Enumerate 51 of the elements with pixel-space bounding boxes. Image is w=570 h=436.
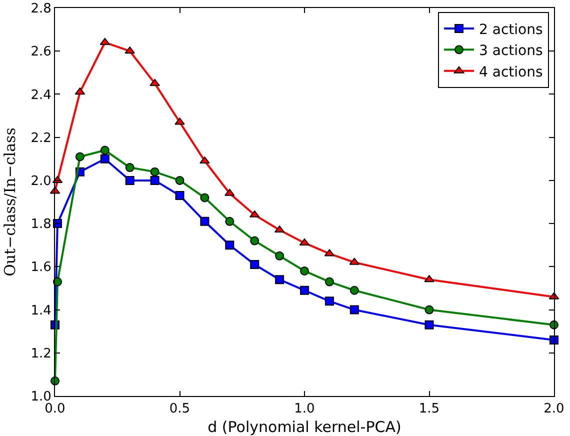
y-tick-label: 2.0	[30, 174, 52, 189]
y-tick-label: 2.6	[30, 44, 52, 60]
point	[175, 176, 184, 185]
point	[350, 305, 359, 314]
point	[224, 188, 235, 196]
point	[200, 156, 210, 164]
point	[350, 286, 359, 295]
point	[100, 146, 110, 155]
point	[75, 152, 84, 162]
point	[550, 335, 558, 344]
x-tick-label: 0.0	[44, 402, 66, 417]
point	[275, 275, 284, 284]
point	[150, 176, 160, 185]
y-tick-label: 2.8	[30, 2, 52, 17]
y-tick-label: 1.8	[30, 217, 52, 232]
y-tick-label: 2.2	[30, 130, 52, 146]
point	[424, 305, 434, 314]
point	[125, 163, 134, 172]
point	[225, 240, 234, 250]
legend-label: 4 actions	[479, 64, 543, 80]
y-axis-title: Out−class/In−class	[1, 128, 19, 276]
point	[225, 216, 234, 226]
x-tick-label: 0.5	[169, 402, 190, 417]
y-tick-label: 1.2	[30, 346, 52, 362]
y-tick-label: 2.4	[30, 88, 52, 103]
x-axis-title: d (Polynomial kernel-PCA)	[208, 418, 402, 436]
x-tick-label: 1.5	[418, 402, 440, 417]
point	[424, 275, 434, 282]
point	[124, 46, 135, 54]
point	[300, 266, 309, 276]
point	[250, 236, 260, 246]
point	[275, 251, 284, 260]
point	[200, 216, 210, 226]
point	[174, 118, 185, 125]
point	[150, 167, 160, 176]
point	[200, 193, 210, 202]
point	[150, 78, 160, 86]
y-tick-label: 1.6	[30, 260, 52, 276]
point	[125, 176, 134, 185]
point	[424, 320, 434, 330]
point	[175, 191, 184, 200]
point	[250, 260, 260, 270]
legend-label: 2 actions	[479, 22, 543, 38]
legend-label: 3 actions	[479, 43, 543, 60]
point	[100, 154, 110, 164]
point	[300, 286, 309, 295]
x-tick-label: 2.0	[544, 402, 564, 417]
point	[324, 296, 334, 306]
y-tick-label: 1.4	[30, 303, 52, 318]
x-tick-label: 1.0	[294, 402, 315, 417]
point	[324, 277, 334, 286]
